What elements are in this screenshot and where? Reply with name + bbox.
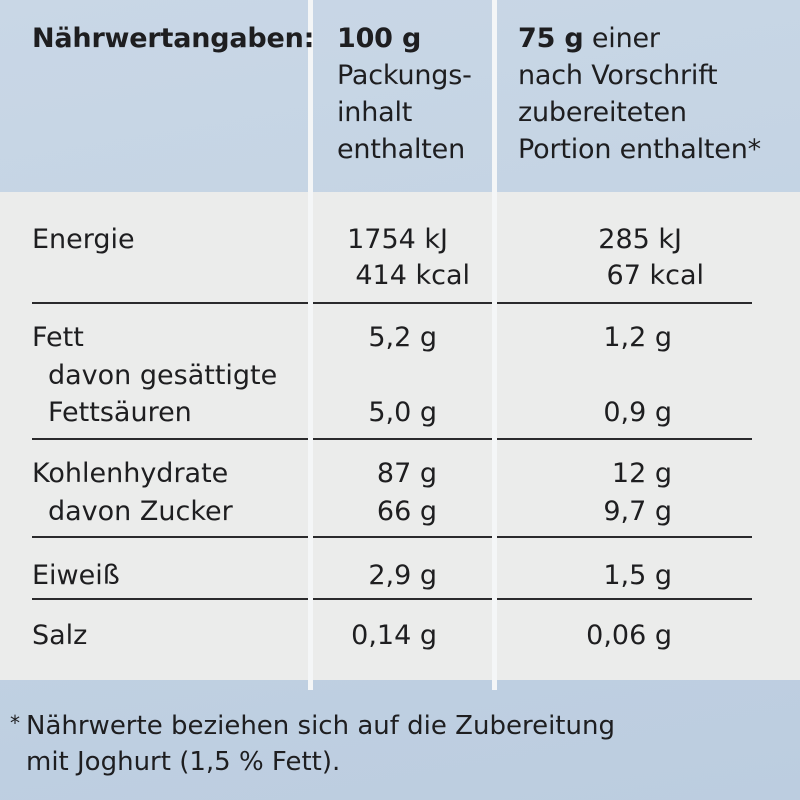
row-label: Salz	[32, 620, 88, 651]
value-100g: 2,9 g	[368, 560, 437, 591]
row-label: davon Zucker	[48, 496, 233, 527]
row-divider	[497, 598, 752, 600]
row-divider	[32, 302, 308, 304]
footnote-line: mit Joghurt (1,5 % Fett).	[26, 747, 341, 777]
footnote-asterisk: *	[10, 711, 20, 735]
row-divider	[32, 598, 308, 600]
row-divider	[313, 536, 492, 538]
column-header-100g: 100 g Packungs- inhalt enthalten	[337, 20, 497, 168]
row-label: Fett	[32, 322, 84, 353]
row-label: Energie	[32, 224, 135, 255]
column-header-line: enthalten	[337, 134, 465, 165]
row-divider	[313, 598, 492, 600]
value-75g: 9,7 g	[603, 496, 672, 527]
column-header-line: Portion enthalten*	[518, 134, 761, 165]
column-header-line: nach Vorschrift	[518, 60, 718, 91]
value-100g: 5,2 g	[368, 322, 437, 353]
column-separator	[308, 0, 313, 690]
value-75g: 0,9 g	[603, 397, 672, 428]
value-75g: 1,2 g	[603, 322, 672, 353]
footnote-line: Nährwerte beziehen sich auf die Zubereit…	[26, 711, 615, 741]
column-header-amount: 100 g	[337, 23, 422, 54]
row-divider	[313, 438, 492, 440]
column-header-line: Packungs-	[337, 60, 472, 91]
value-100g-kj: 1754 kJ	[347, 224, 448, 255]
value-75g-kj: 285 kJ	[598, 224, 682, 255]
column-header-amount-suffix: einer	[583, 23, 660, 54]
row-label: davon gesättigte	[48, 360, 278, 391]
value-75g: 12 g	[611, 458, 672, 489]
row-divider	[497, 536, 752, 538]
value-75g: 0,06 g	[586, 620, 672, 651]
row-label: Kohlenhydrate	[32, 458, 229, 489]
value-100g: 66 g	[376, 496, 437, 527]
value-100g: 0,14 g	[351, 620, 437, 651]
row-divider	[497, 438, 752, 440]
row-label: Fettsäuren	[48, 397, 192, 428]
column-header-75g: 75 g einer nach Vorschrift zubereiteten …	[518, 20, 798, 168]
value-75g: 1,5 g	[603, 560, 672, 591]
value-100g: 87 g	[376, 458, 437, 489]
row-divider	[313, 302, 492, 304]
footnote: * Nährwerte beziehen sich auf die Zubere…	[10, 708, 615, 780]
row-divider	[32, 438, 308, 440]
row-divider	[32, 536, 308, 538]
column-header-line: zubereiteten	[518, 97, 687, 128]
value-100g: 5,0 g	[368, 397, 437, 428]
column-header-first-line: 75 g einer	[518, 20, 798, 57]
row-divider	[497, 302, 752, 304]
column-header-amount: 75 g	[518, 23, 584, 54]
table-title: Nährwertangaben:	[32, 23, 315, 54]
value-75g-kcal: 67 kcal	[606, 260, 704, 291]
column-header-line: inhalt	[337, 97, 413, 128]
row-label: Eiweiß	[32, 560, 120, 591]
value-100g-kcal: 414 kcal	[355, 260, 470, 291]
column-separator	[492, 0, 497, 690]
